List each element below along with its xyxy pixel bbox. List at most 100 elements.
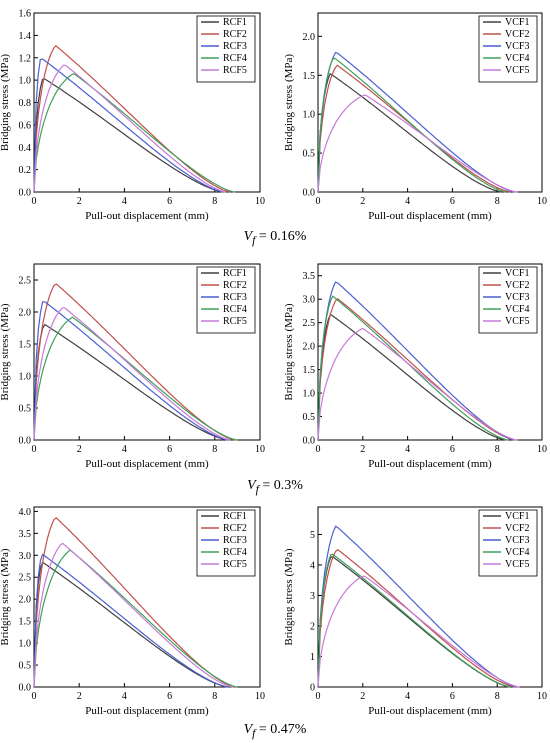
legend-label-rcf1: RCF1: [223, 17, 247, 28]
x-tick-label: 4: [405, 691, 410, 702]
series-line-rcf3: [33, 301, 229, 441]
x-tick-label: 6: [450, 196, 455, 207]
series-line-rcf1: [33, 78, 224, 193]
legend-box: [478, 509, 538, 577]
legend-label-rcf1: RCF1: [223, 268, 247, 279]
y-tick-label: 0.2: [19, 165, 32, 176]
y-tick-label: 1.0: [19, 372, 32, 383]
y-axis-title: Bridging stress (MPa): [0, 54, 11, 152]
caption-row2-value: = 0.3%: [258, 478, 303, 493]
legend-box: [478, 266, 538, 334]
y-tick-label: 5: [310, 530, 315, 541]
y-tick-label: 2: [310, 621, 315, 632]
chart-panel-2: 0 2 4 6 8 10 0.0 0.5 1.0 1.5 2.0 Pull-out displacem…: [283, 12, 547, 222]
caption-row3-value: = 0.47%: [255, 722, 307, 737]
y-tick-label: 2.5: [19, 276, 32, 287]
legend-label-vcf1: VCF1: [505, 17, 529, 28]
chart-panel-3: 0 2 4 6 8 10 0.0 0.5 1.0 1.5 2.0 2.5 Pull-out displa…: [0, 263, 265, 470]
legend-label-vcf2: VCF2: [505, 29, 529, 40]
legend-label-rcf2: RCF2: [223, 29, 247, 40]
x-tick-label: 8: [495, 196, 500, 207]
y-tick-label: 0.5: [303, 412, 316, 423]
legend-box: [478, 15, 538, 83]
legend-label-rcf3: RCF3: [223, 41, 247, 52]
series-line-vcf4: [317, 553, 511, 688]
y-tick-label: 2.0: [19, 308, 32, 319]
series-line-rcf3: [33, 553, 229, 688]
y-axis-title: Bridging stress (MPa): [0, 303, 11, 401]
y-tick-label: 2.5: [19, 573, 32, 584]
plot-frame: [33, 506, 261, 688]
series-line-rcf2: [33, 44, 231, 193]
series-line-rcf1: [33, 323, 229, 441]
x-tick-label: 4: [122, 444, 127, 455]
legend-label-rcf4: RCF4: [223, 547, 247, 558]
y-tick-label: 4.0: [19, 507, 32, 518]
y-tick-label: 0.5: [19, 404, 32, 415]
y-tick-label: 2.0: [303, 342, 316, 353]
legend-label-vcf5: VCF5: [505, 65, 529, 76]
caption-row3-symbol: V: [243, 722, 253, 737]
y-tick-label: 0.0: [19, 436, 32, 447]
x-axis-title: Pull-out displacement (mm): [85, 210, 209, 222]
x-axis-title: Pull-out displacement (mm): [368, 705, 492, 717]
legend-label-vcf2: VCF2: [505, 523, 529, 534]
x-tick-label: 8: [212, 444, 217, 455]
legend-label-vcf1: VCF1: [505, 511, 529, 522]
caption-row1-sub: f: [252, 233, 256, 247]
x-tick-label: 10: [537, 196, 547, 207]
series-line-rcf4: [33, 73, 236, 193]
x-axis-title: Pull-out displacement (mm): [368, 458, 492, 470]
x-tick-label: 2: [77, 196, 82, 207]
x-tick-label: 4: [405, 444, 410, 455]
legend-label-rcf5: RCF5: [223, 65, 247, 76]
series-line-vcf3: [317, 51, 516, 193]
series-line-vcf5: [317, 327, 518, 441]
y-tick-label: 1.4: [19, 31, 32, 42]
y-tick-label: 0.8: [19, 98, 32, 109]
caption-row1-symbol: V: [243, 229, 253, 244]
y-tick-label: 1.5: [303, 71, 316, 82]
y-tick-label: 2.5: [303, 318, 316, 329]
y-tick-label: 1.0: [19, 639, 32, 650]
caption-row2-symbol: V: [247, 478, 256, 493]
x-tick-label: 8: [212, 196, 217, 207]
y-tick-label: 0.6: [19, 120, 32, 131]
plot-frame: [317, 506, 543, 688]
x-tick-label: 2: [77, 691, 82, 702]
caption-row2: Vf = 0.3%: [0, 478, 550, 496]
chart-panel-6: 0 2 4 6 8 10 0 1 2 3 4 5 Pull-out displacement (mm) B…: [283, 506, 547, 717]
x-tick-label: 8: [495, 691, 500, 702]
legend-label-rcf4: RCF4: [223, 53, 247, 64]
y-tick-label: 1.0: [303, 389, 316, 400]
y-tick-label: 1.2: [19, 53, 32, 64]
y-axis-title: Bridging stress (MPa): [283, 54, 295, 152]
series-line-vcf5: [317, 94, 518, 193]
series-line-vcf1: [317, 72, 502, 193]
legend-box: [196, 15, 256, 83]
y-tick-label: 2.0: [19, 595, 32, 606]
y-tick-label: 4: [310, 560, 315, 571]
x-tick-label: 10: [537, 444, 547, 455]
x-tick-label: 4: [122, 691, 127, 702]
x-tick-label: 0: [32, 196, 37, 207]
legend-label-vcf4: VCF4: [505, 53, 529, 64]
legend-label-vcf4: VCF4: [505, 547, 529, 558]
x-tick-label: 6: [450, 691, 455, 702]
series-line-vcf4: [317, 295, 509, 441]
legend-label-vcf1: VCF1: [505, 268, 529, 279]
x-tick-label: 8: [212, 691, 217, 702]
legend-label-vcf3: VCF3: [505, 292, 529, 303]
y-tick-label: 0.5: [19, 661, 32, 672]
legend-label-rcf2: RCF2: [223, 280, 247, 291]
series-line-vcf5: [317, 575, 520, 688]
series-line-vcf3: [317, 281, 516, 441]
x-tick-label: 10: [255, 444, 265, 455]
legend-label-rcf5: RCF5: [223, 559, 247, 570]
legend-label-rcf3: RCF3: [223, 292, 247, 303]
legend-box: [196, 266, 256, 334]
caption-row1: Vf = 0.16%: [0, 229, 550, 247]
series-line-rcf3: [33, 58, 224, 193]
y-tick-label: 1.5: [303, 365, 316, 376]
x-tick-label: 10: [255, 691, 265, 702]
